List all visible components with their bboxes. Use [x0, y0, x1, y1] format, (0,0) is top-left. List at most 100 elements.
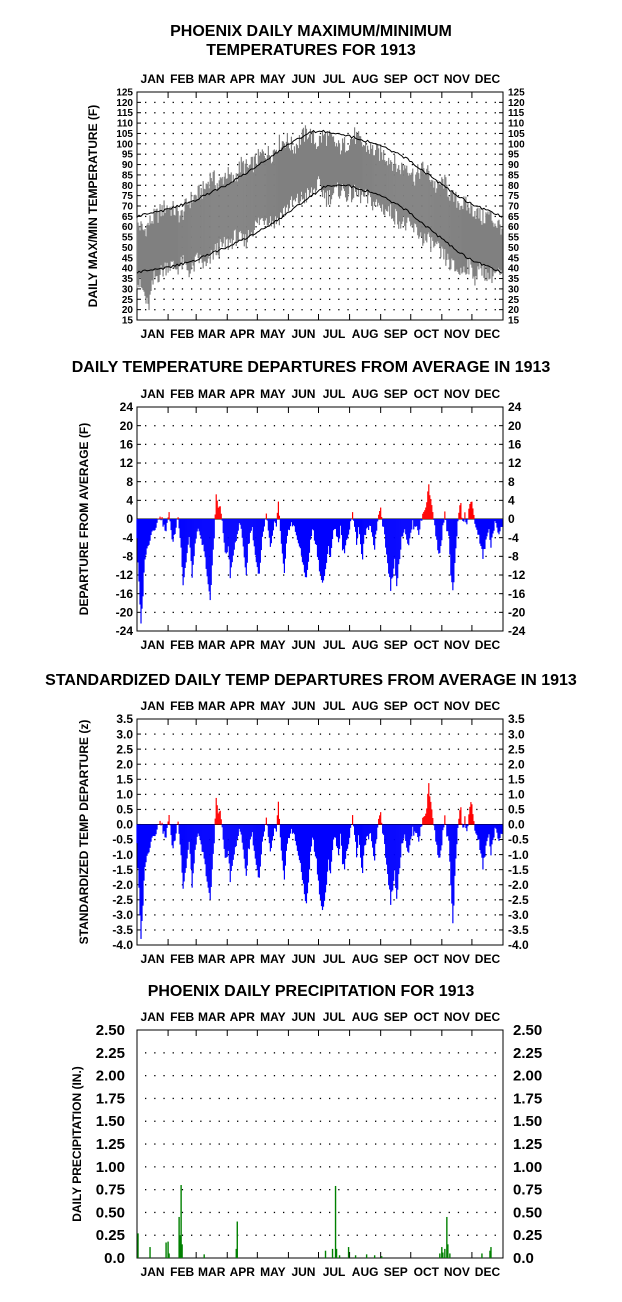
c1-grid-dot	[467, 112, 469, 114]
c4-grid-dot	[393, 1211, 395, 1214]
c2-grid-dot	[227, 462, 230, 464]
c4-grid-dot	[154, 1189, 156, 1191]
c1-grid-dot	[347, 236, 349, 238]
c2-grid-dot	[319, 611, 322, 614]
c1-grid-dot	[402, 122, 404, 124]
c3-grid-dot	[421, 929, 423, 931]
c2-grid-dot	[402, 481, 404, 483]
c1-grid-dot	[301, 205, 303, 207]
c1-month-label-bottom: OCT	[414, 327, 440, 341]
c3-grid-dot	[356, 748, 358, 750]
c1-grid-dot	[430, 112, 432, 114]
c4-grid-dot	[227, 1120, 230, 1122]
c2-grid-dot	[338, 574, 340, 576]
c3-grid-dot	[163, 733, 165, 735]
c2-grid-dot	[402, 574, 404, 576]
c4-grid-dot	[448, 1189, 450, 1191]
c1-grid-dot	[264, 122, 266, 124]
c3-grid-dot	[467, 808, 469, 811]
c3-month-label-top: SEP	[384, 699, 408, 713]
c4-grid-dot	[439, 1166, 441, 1168]
c2-month-label-top: AUG	[352, 387, 379, 401]
c2-grid-dot	[384, 425, 386, 427]
c2-grid-dot	[365, 499, 368, 502]
c1-grid-dot	[310, 246, 312, 249]
c2-grid-dot	[375, 555, 377, 558]
c1-grid-dot	[476, 298, 478, 300]
c1-grid-dot	[301, 101, 303, 104]
c3-grid-dot	[145, 748, 147, 750]
c2-grid-dot	[227, 555, 230, 558]
c1-grid-dot	[430, 122, 432, 124]
c3-grid-dot	[384, 914, 386, 916]
c4-ytick-right: 1.00	[513, 1159, 542, 1176]
c4-grid-dot	[209, 1120, 211, 1122]
c3-grid-dot	[375, 914, 377, 916]
c3-ytick-right: 3.5	[508, 712, 525, 726]
c3-grid-dot	[264, 854, 266, 856]
c1-grid-dot	[319, 132, 322, 135]
c2-grid-dot	[347, 425, 349, 427]
c3-ytick-right: -1.0	[508, 848, 529, 862]
c4-grid-dot	[310, 1211, 312, 1214]
c2-grid-dot	[485, 555, 487, 558]
c4-grid-dot	[411, 1166, 414, 1168]
c4-grid-dot	[246, 1097, 248, 1100]
c1-grid-dot	[393, 236, 395, 238]
c4-grid-dot	[255, 1166, 257, 1168]
c2-grid-dot	[485, 481, 487, 483]
c3-grid-dot	[172, 733, 174, 735]
c1-grid-dot	[384, 215, 386, 218]
c3-grid-dot	[246, 899, 248, 901]
c4-grid-dot	[172, 1143, 174, 1145]
c1-grid-dot	[365, 132, 368, 135]
c4-grid-dot	[237, 1211, 239, 1214]
c4-grid-dot	[329, 1075, 331, 1077]
c1-grid-dot	[402, 246, 404, 249]
c3-grid-dot	[457, 778, 460, 780]
c1-ytick-right: 115	[508, 108, 525, 119]
c2-grid-dot	[264, 425, 266, 427]
c2-grid-dot	[301, 574, 303, 576]
c1-grid-dot	[356, 236, 358, 238]
c1-grid-dot	[181, 184, 184, 186]
c1-grid-dot	[292, 236, 294, 238]
c2-grid-dot	[292, 611, 294, 614]
c3-grid-dot	[283, 748, 285, 750]
c4-grid-dot	[301, 1234, 303, 1236]
c1-grid-dot	[227, 288, 230, 290]
c2-grid-dot	[384, 593, 386, 595]
c4-ytick-right: 2.25	[513, 1045, 542, 1062]
c2-grid-dot	[200, 425, 202, 427]
c2-grid-dot	[273, 462, 276, 464]
c1-grid-dot	[347, 112, 349, 114]
c2-grid-dot	[329, 611, 331, 614]
c2-grid-dot	[191, 611, 193, 614]
c1-grid-dot	[384, 226, 386, 228]
c1-normal-high-line	[136, 129, 503, 218]
c4-grid-dot	[384, 1234, 386, 1236]
c1-grid-dot	[181, 143, 184, 145]
c1-grid-dot	[338, 122, 340, 124]
c4-grid-dot	[181, 1234, 184, 1236]
c3-grid-dot	[209, 914, 211, 916]
c3-grid-dot	[181, 733, 184, 735]
c1-grid-dot	[384, 246, 386, 249]
c1-grid-dot	[402, 143, 404, 145]
c2-grid-dot	[411, 425, 414, 427]
c1-grid-dot	[301, 112, 303, 114]
c1-grid-dot	[273, 101, 276, 104]
c2-grid-dot	[181, 593, 184, 595]
chart3-title: STANDARDIZED DAILY TEMP DEPARTURES FROM …	[45, 672, 577, 689]
c3-ytick-left: 0.5	[116, 803, 133, 817]
c1-ytick-right: 60	[508, 222, 520, 233]
c2-grid-dot	[365, 537, 368, 539]
c3-grid-dot	[448, 733, 450, 735]
c2-grid-dot	[154, 537, 156, 539]
c1-grid-dot	[329, 298, 331, 300]
c1-grid-dot	[283, 246, 285, 249]
c2-grid-dot	[163, 425, 165, 427]
c3-grid-dot	[476, 778, 478, 780]
c2-grid-dot	[154, 499, 156, 502]
c4-grid-dot	[329, 1189, 331, 1191]
